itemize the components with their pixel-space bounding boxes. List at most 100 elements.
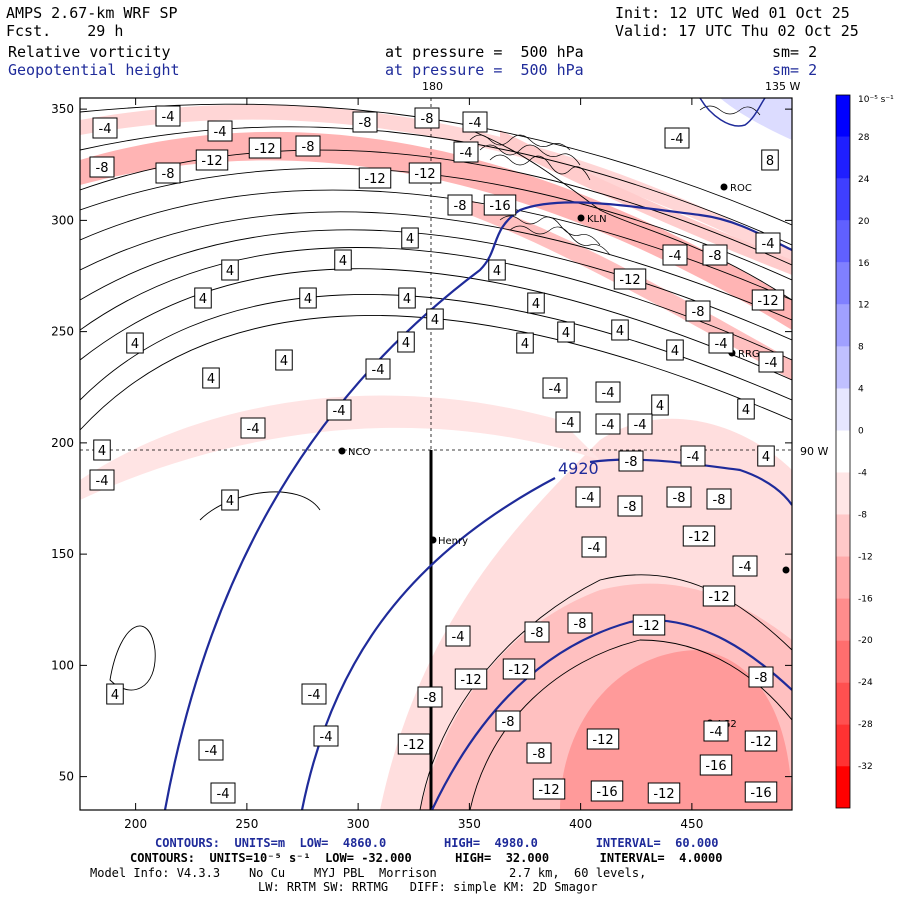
svg-text:-8: -8: [713, 493, 726, 508]
contour-value-label: -4: [680, 445, 706, 467]
svg-text:4: 4: [762, 450, 770, 465]
meridian-label-135w: 135 W: [765, 80, 800, 93]
svg-text:-4: -4: [715, 337, 728, 352]
svg-text:-12: -12: [508, 663, 529, 678]
contour-value-label: -4: [326, 399, 352, 421]
footer-height-high: HIGH= 4980.0: [443, 836, 538, 850]
vort-arc-2: [80, 104, 792, 265]
level2: at pressure = 500 hPa: [385, 61, 584, 79]
svg-text:-8: -8: [302, 140, 315, 155]
contour-value-label: -4: [627, 413, 653, 435]
station-dot: [782, 566, 790, 574]
colorbar-swatch: [836, 766, 850, 808]
station-label: NCO: [348, 447, 370, 458]
colorbar-label: 28: [858, 133, 870, 143]
contour-value-label: 4: [221, 489, 239, 511]
colorbar: 28 24 20 16 12 8 4 0 -4 -8 -12 -16 -20 -24 -28 -32 10⁻⁵ …: [835, 94, 894, 809]
contour-value-label: 4: [401, 227, 419, 249]
svg-text:-4: -4: [582, 491, 595, 506]
svg-text:-12: -12: [201, 154, 222, 169]
contour-value-label: 4: [397, 331, 415, 353]
svg-text:-8: -8: [454, 199, 467, 214]
colorbar-swatch: [836, 178, 850, 221]
contour-value-label: -4: [664, 127, 690, 149]
svg-text:-4: -4: [99, 122, 112, 137]
axes: 200 250 300 350 400 450 350 300 250 200 150 100 50: [51, 98, 792, 831]
contour-value-label: -8: [702, 244, 728, 266]
svg-text:-12: -12: [619, 273, 640, 288]
svg-text:4: 4: [493, 264, 501, 279]
svg-text:-16: -16: [596, 785, 617, 800]
contour-value-label: -16: [590, 780, 624, 802]
colorbar-swatch: [836, 682, 850, 725]
svg-text:-4: -4: [308, 688, 321, 703]
colorbar-swatch: [836, 304, 850, 347]
svg-text:-4: -4: [372, 363, 385, 378]
contour-value-label: 4: [516, 332, 534, 354]
svg-text:-16: -16: [750, 786, 771, 801]
y-tick-label: 350: [51, 102, 74, 116]
colorbar-swatch: [836, 640, 850, 683]
colorbar-label: 16: [858, 259, 870, 269]
svg-text:-4: -4: [765, 356, 778, 371]
svg-text:4: 4: [402, 336, 410, 351]
contour-value-label: -12: [248, 137, 282, 159]
contour-value-label: -12: [751, 289, 785, 311]
svg-text:-8: -8: [692, 305, 705, 320]
contour-value-label: -4: [89, 469, 115, 491]
svg-text:4: 4: [403, 292, 411, 307]
contour-value-label: -8: [414, 107, 440, 129]
svg-text:-4: -4: [452, 630, 465, 645]
svg-text:4: 4: [304, 292, 312, 307]
colorbar-swatch: [836, 346, 850, 389]
station-dot: [577, 214, 585, 222]
svg-text:-12: -12: [538, 783, 559, 798]
svg-text:-8: -8: [673, 491, 686, 506]
colorbar-label: 24: [858, 175, 870, 185]
contour-value-label: -12: [532, 778, 566, 800]
contour-value-label: 4: [488, 259, 506, 281]
svg-text:-12: -12: [653, 787, 674, 802]
vort-positive-region: [720, 98, 792, 140]
svg-text:-12: -12: [592, 733, 613, 748]
colorbar-label: -16: [858, 594, 873, 604]
colorbar-swatch: [836, 556, 850, 599]
x-tick-label: 300: [347, 817, 370, 831]
contour-value-label: -8: [524, 621, 550, 643]
svg-text:-4: -4: [247, 422, 260, 437]
contour-value-label: 4: [275, 349, 293, 371]
contour-value-label: -8: [155, 162, 181, 184]
colorbar-label: -4: [858, 468, 867, 478]
contour-value-label: -12: [702, 585, 736, 607]
contour-value-label: 8: [761, 149, 779, 171]
svg-text:-4: -4: [217, 787, 230, 802]
contour-value-label: -12: [632, 614, 666, 636]
contour-value-label: -4: [198, 739, 224, 761]
svg-text:-4: -4: [460, 146, 473, 161]
svg-text:-4: -4: [762, 237, 775, 252]
footer-vort-contours: CONTOURS: UNITS=10⁻⁵ s⁻¹ LOW= -32.000: [130, 851, 412, 865]
colorbar-swatch: [836, 598, 850, 641]
y-tick-label: 250: [51, 325, 74, 339]
svg-text:-4: -4: [602, 386, 615, 401]
contour-value-label: -4: [313, 725, 339, 747]
coastline: [699, 98, 766, 127]
contour-value-label: -4: [555, 411, 581, 433]
height-contours: [163, 201, 792, 810]
contour-value-label: -16: [699, 754, 733, 776]
y-tick-label: 100: [51, 658, 74, 672]
svg-text:-4: -4: [669, 249, 682, 264]
footer-height-interval: INTERVAL= 60.000: [595, 836, 719, 850]
contour-value-label: -4: [453, 141, 479, 163]
svg-text:-4: -4: [671, 132, 684, 147]
vort-band-lower: [80, 395, 600, 500]
contour-value-label: -8: [417, 686, 443, 708]
svg-text:-4: -4: [333, 404, 346, 419]
svg-text:4: 4: [616, 324, 624, 339]
x-tick-label: 350: [458, 817, 481, 831]
svg-text:4: 4: [742, 403, 750, 418]
x-tick-label: 400: [569, 817, 592, 831]
footer-vort-interval: INTERVAL= 4.0000: [599, 851, 723, 865]
colorbar-label: -12: [858, 552, 873, 562]
contour-value-label: 4: [334, 249, 352, 271]
